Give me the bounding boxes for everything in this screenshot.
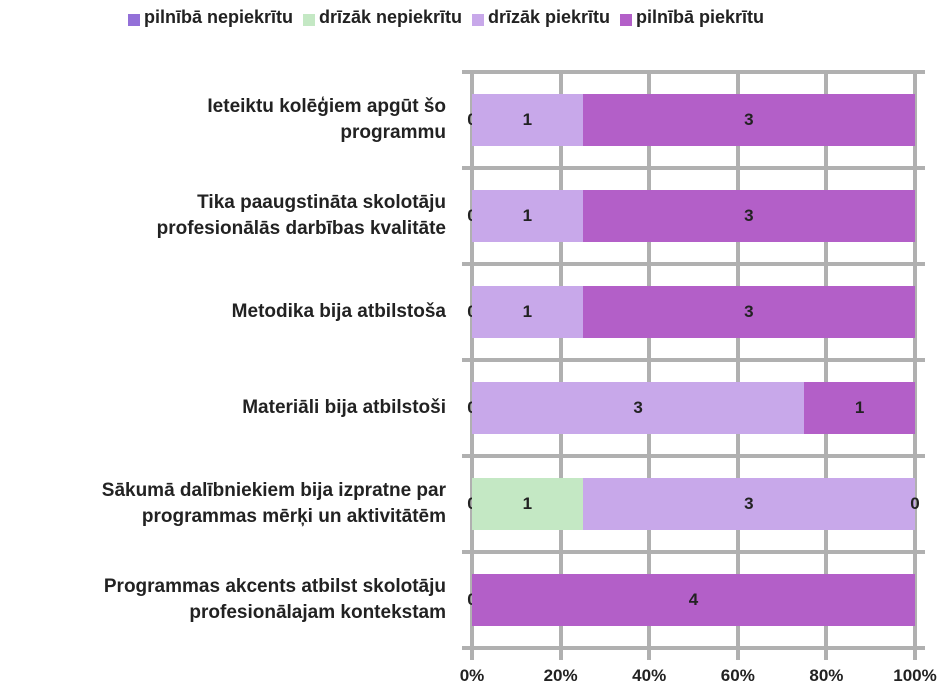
x-tick-label: 60% bbox=[720, 666, 755, 685]
bar bbox=[472, 382, 805, 434]
data-label: 1 bbox=[522, 206, 533, 225]
legend-label: drīzāk nepiekrītu bbox=[319, 7, 463, 27]
bar bbox=[472, 94, 583, 146]
bar bbox=[582, 478, 915, 530]
grid-line bbox=[470, 70, 474, 660]
bar bbox=[804, 382, 915, 434]
bar bbox=[472, 574, 915, 626]
legend-swatch bbox=[472, 14, 484, 26]
data-label: 4 bbox=[688, 590, 699, 609]
bar bbox=[582, 190, 915, 242]
data-label: 0 bbox=[910, 494, 920, 513]
bar bbox=[582, 94, 915, 146]
bar bbox=[472, 190, 583, 242]
grid-line bbox=[913, 70, 917, 660]
legend-swatch bbox=[620, 14, 632, 26]
data-label: 1 bbox=[522, 110, 533, 129]
y-tick-label: Sākumā dalībniekiem bija izpratne par pr… bbox=[101, 480, 446, 527]
y-tick-label: Materiāli bija atbilstoši bbox=[242, 397, 446, 418]
data-label: 3 bbox=[744, 206, 754, 225]
legend-label: drīzāk piekrītu bbox=[488, 7, 611, 27]
data-label: 1 bbox=[854, 398, 865, 417]
data-label: 3 bbox=[744, 302, 754, 321]
band-line bbox=[462, 166, 925, 170]
grid-line bbox=[735, 70, 740, 660]
legend-label: pilnībā piekrītu bbox=[636, 7, 765, 27]
grid-line bbox=[824, 70, 829, 660]
legend-swatch bbox=[128, 14, 140, 26]
bar bbox=[472, 286, 583, 338]
x-tick-label: 100% bbox=[893, 666, 937, 685]
y-tick-label: Tika paaugstināta skolotāju profesionālā… bbox=[156, 192, 446, 239]
data-label: 1 bbox=[522, 494, 533, 513]
y-tick-label: Ieteiktu kolēģiem apgūt šo programmu bbox=[207, 96, 446, 143]
band-line bbox=[462, 454, 925, 458]
data-label: 3 bbox=[633, 398, 643, 417]
band-line bbox=[462, 262, 925, 266]
x-tick-label: 0% bbox=[459, 666, 485, 685]
data-label: 3 bbox=[744, 494, 754, 513]
y-tick-label: Metodika bija atbilstoša bbox=[231, 301, 446, 322]
x-tick-label: 80% bbox=[809, 666, 844, 685]
legend-label: pilnībā nepiekrītu bbox=[144, 7, 294, 27]
x-tick-label: 40% bbox=[632, 666, 667, 685]
band-line bbox=[462, 70, 925, 74]
y-tick-label: Programmas akcents atbilst skolotāju pro… bbox=[103, 576, 446, 623]
band-line bbox=[462, 550, 925, 554]
bar bbox=[582, 286, 915, 338]
legend-swatch bbox=[303, 14, 315, 26]
x-tick-label: 20% bbox=[543, 666, 578, 685]
bar bbox=[472, 478, 583, 530]
data-label: 1 bbox=[522, 302, 533, 321]
band-line bbox=[462, 646, 925, 650]
grid-line bbox=[647, 70, 652, 660]
data-label: 3 bbox=[744, 110, 754, 129]
band-line bbox=[462, 358, 925, 362]
grid-line bbox=[558, 70, 563, 660]
